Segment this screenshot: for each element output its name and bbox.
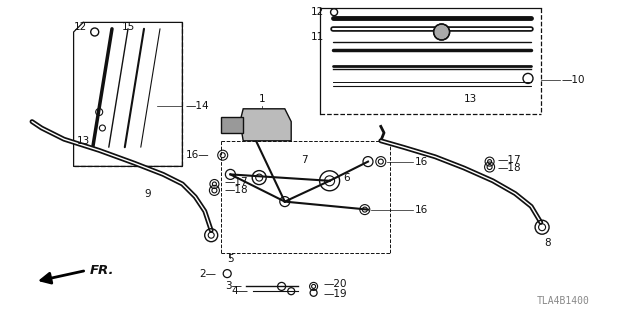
Text: 13: 13 [77,136,90,146]
Text: 4—: 4— [231,286,248,296]
Text: FR.: FR. [90,264,114,277]
Text: —18: —18 [224,185,248,196]
Polygon shape [221,117,243,133]
Text: 5: 5 [227,254,234,264]
Polygon shape [240,109,291,141]
Text: 12: 12 [74,22,86,32]
Text: 13: 13 [464,94,477,104]
Text: —17: —17 [224,177,248,188]
Text: 16: 16 [415,156,428,167]
Text: 15: 15 [122,22,134,32]
Text: 12: 12 [311,7,324,17]
Text: —19: —19 [323,289,347,300]
Text: —18: —18 [498,163,522,173]
Text: —10: —10 [562,75,586,85]
Text: 11: 11 [311,32,324,42]
Text: 3—: 3— [225,281,242,292]
Text: 2—: 2— [199,268,216,279]
Text: TLA4B1400: TLA4B1400 [537,296,589,306]
Text: —17: —17 [498,155,522,165]
Text: 9: 9 [144,188,150,199]
Text: 6: 6 [344,172,350,183]
Text: 1: 1 [259,94,266,104]
Text: 8: 8 [544,238,550,248]
Text: 16: 16 [415,204,428,215]
Text: —20: —20 [323,279,347,289]
Text: 7: 7 [301,155,307,165]
Text: 16—: 16— [186,150,210,160]
Text: —14: —14 [186,100,209,111]
Circle shape [434,24,450,40]
